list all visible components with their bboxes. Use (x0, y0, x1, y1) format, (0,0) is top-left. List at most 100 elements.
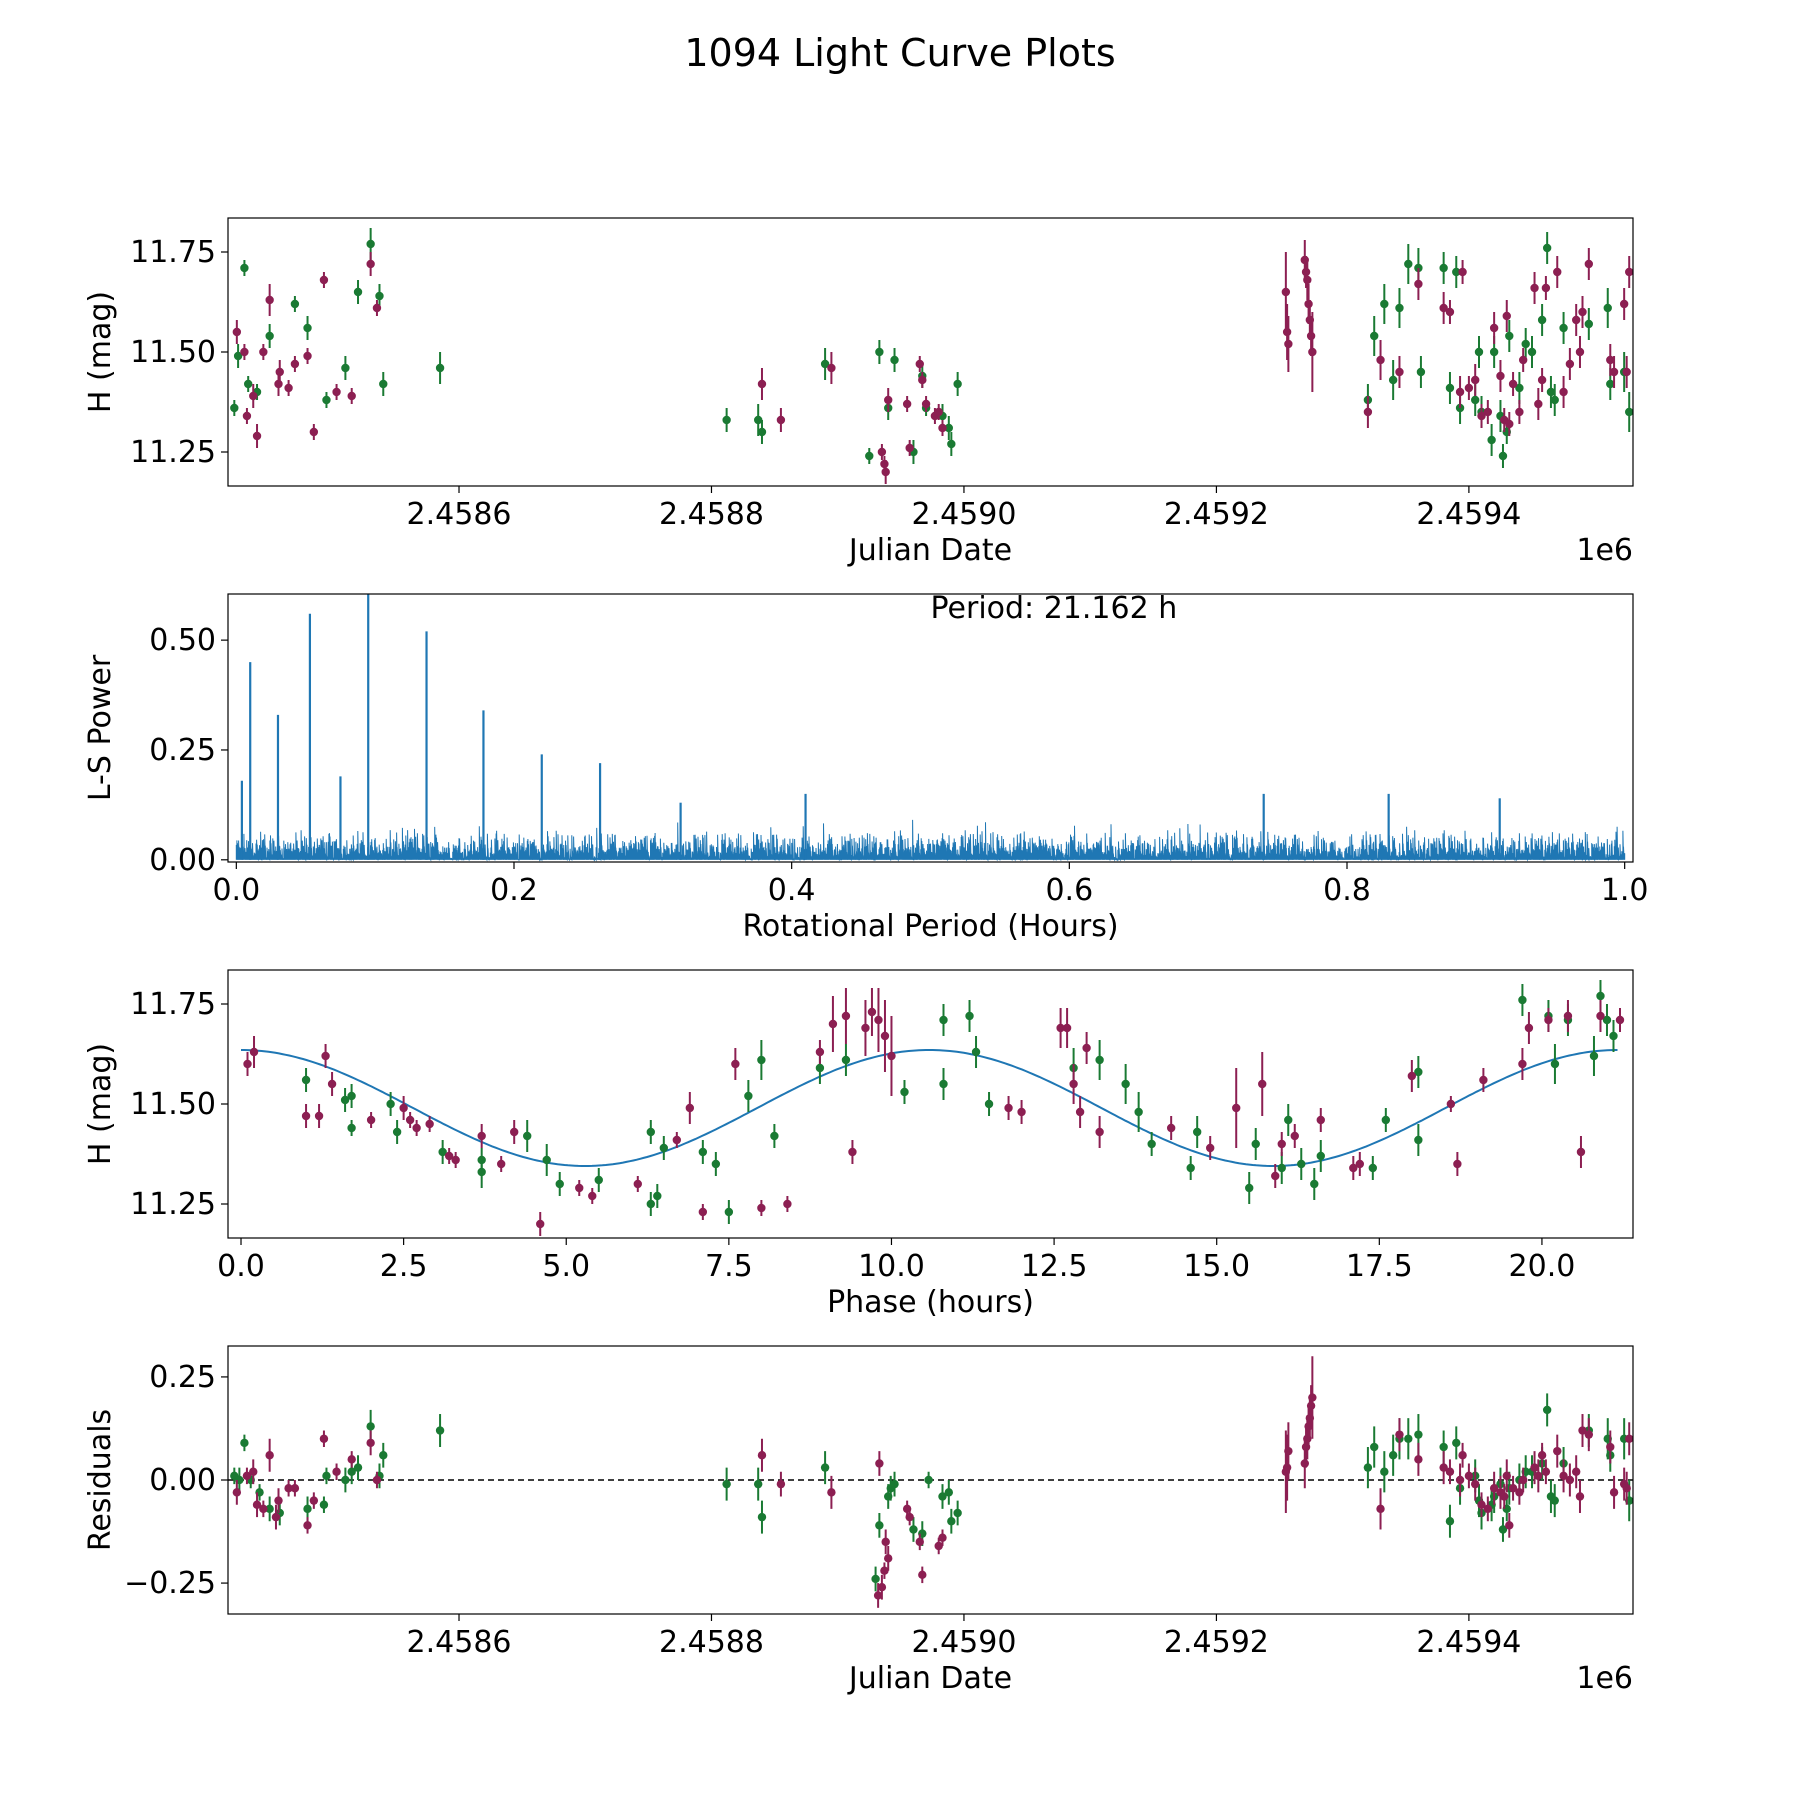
data-point (309, 427, 319, 437)
data-point (1290, 1131, 1299, 1141)
data-point (753, 415, 763, 425)
data-point (588, 1191, 597, 1201)
data-point (1609, 1031, 1618, 1041)
x-axis-offset-label: 1e6 (1576, 1661, 1633, 1696)
data-point (1445, 383, 1455, 393)
data-point (319, 275, 329, 285)
data-point (1489, 1484, 1499, 1493)
data-point (1537, 375, 1547, 385)
data-point (290, 1484, 300, 1493)
y-axis-label: L-S Power (83, 654, 118, 801)
x-tick-label: 7.5 (705, 1249, 753, 1284)
data-point (233, 351, 243, 361)
data-point (1445, 1467, 1455, 1476)
data-point (953, 379, 962, 389)
data-point (386, 1099, 395, 1109)
data-point (274, 1496, 283, 1505)
data-point (776, 1479, 786, 1489)
data-point (240, 1438, 249, 1448)
data-point (1496, 371, 1505, 381)
data-point (861, 1023, 870, 1033)
data-point (303, 323, 312, 333)
y-tick-label: 11.75 (130, 235, 216, 270)
data-point (542, 1155, 551, 1165)
data-point (1414, 1455, 1423, 1464)
data-point (1578, 1426, 1587, 1435)
data-point (1471, 375, 1480, 385)
data-point (1303, 275, 1312, 285)
data-point (1271, 1171, 1280, 1181)
data-point (1596, 1011, 1605, 1021)
data-point (900, 1087, 909, 1097)
sinusoid-fit-line (241, 1049, 1618, 1167)
data-point (301, 1075, 311, 1085)
data-point (1518, 1059, 1527, 1069)
data-point (1395, 303, 1404, 313)
data-point (242, 1471, 252, 1481)
data-point (947, 439, 956, 449)
data-point (827, 1488, 836, 1497)
data-point (1489, 347, 1499, 357)
data-point (1603, 303, 1612, 313)
data-point (722, 1479, 731, 1489)
data-point (1452, 1438, 1461, 1448)
data-point (265, 1504, 274, 1514)
data-point (1498, 1525, 1508, 1534)
data-point (1121, 1079, 1130, 1089)
data-point (303, 1521, 312, 1530)
data-point (890, 1479, 899, 1489)
y-tick-label: 0.00 (149, 1463, 216, 1498)
x-tick-label: 2.4586 (407, 497, 512, 532)
data-point (1316, 1151, 1325, 1161)
data-point (909, 1525, 918, 1534)
data-point (1489, 323, 1499, 333)
data-point (1404, 1434, 1413, 1443)
data-point (1458, 267, 1467, 277)
data-point (594, 1175, 603, 1185)
data-point (841, 1011, 851, 1021)
residuals-panel: 2.4586 2.4588 2.4590 2.4592 2.4594 −0.25 0.00 0… (83, 1345, 1634, 1696)
data-point (1370, 1442, 1379, 1452)
data-point (1380, 1467, 1389, 1476)
data-point (1282, 327, 1292, 337)
data-point (1505, 1521, 1514, 1530)
x-tick-label: 5.0 (542, 1249, 590, 1284)
data-point (265, 331, 274, 341)
data-point (1453, 1159, 1462, 1169)
data-point (274, 379, 283, 389)
data-point (1534, 399, 1543, 409)
data-point (477, 1167, 486, 1177)
y-axis-label: Residuals (83, 1409, 118, 1551)
data-point (451, 1155, 460, 1165)
data-point (232, 1488, 242, 1497)
data-point (240, 347, 249, 357)
data-point (435, 1426, 445, 1435)
x-tick-label: 0.8 (1323, 873, 1371, 908)
data-point (938, 423, 947, 433)
data-point (232, 327, 242, 337)
x-axis-label: Julian Date (847, 533, 1012, 568)
data-point (1395, 1430, 1404, 1439)
data-point (1487, 435, 1496, 445)
data-point (1381, 1115, 1391, 1125)
data-point (1524, 1023, 1534, 1033)
data-point (1477, 411, 1486, 421)
data-point (874, 1015, 883, 1025)
data-point (425, 1119, 434, 1129)
data-point (1370, 331, 1379, 341)
data-point (633, 1179, 642, 1189)
data-point (1439, 1442, 1448, 1452)
data-point (1455, 387, 1465, 397)
data-point (372, 1475, 382, 1485)
data-point (1284, 1115, 1293, 1125)
x-tick-label: 15.0 (1183, 1249, 1250, 1284)
data-point (1069, 1079, 1078, 1089)
data-point (698, 1147, 708, 1157)
x-tick-label: 17.5 (1346, 1249, 1413, 1284)
data-point (1625, 1434, 1633, 1443)
data-point (1515, 1488, 1524, 1497)
data-point (290, 359, 300, 369)
x-tick-label: 2.4588 (659, 497, 764, 532)
data-point (1414, 1067, 1423, 1077)
